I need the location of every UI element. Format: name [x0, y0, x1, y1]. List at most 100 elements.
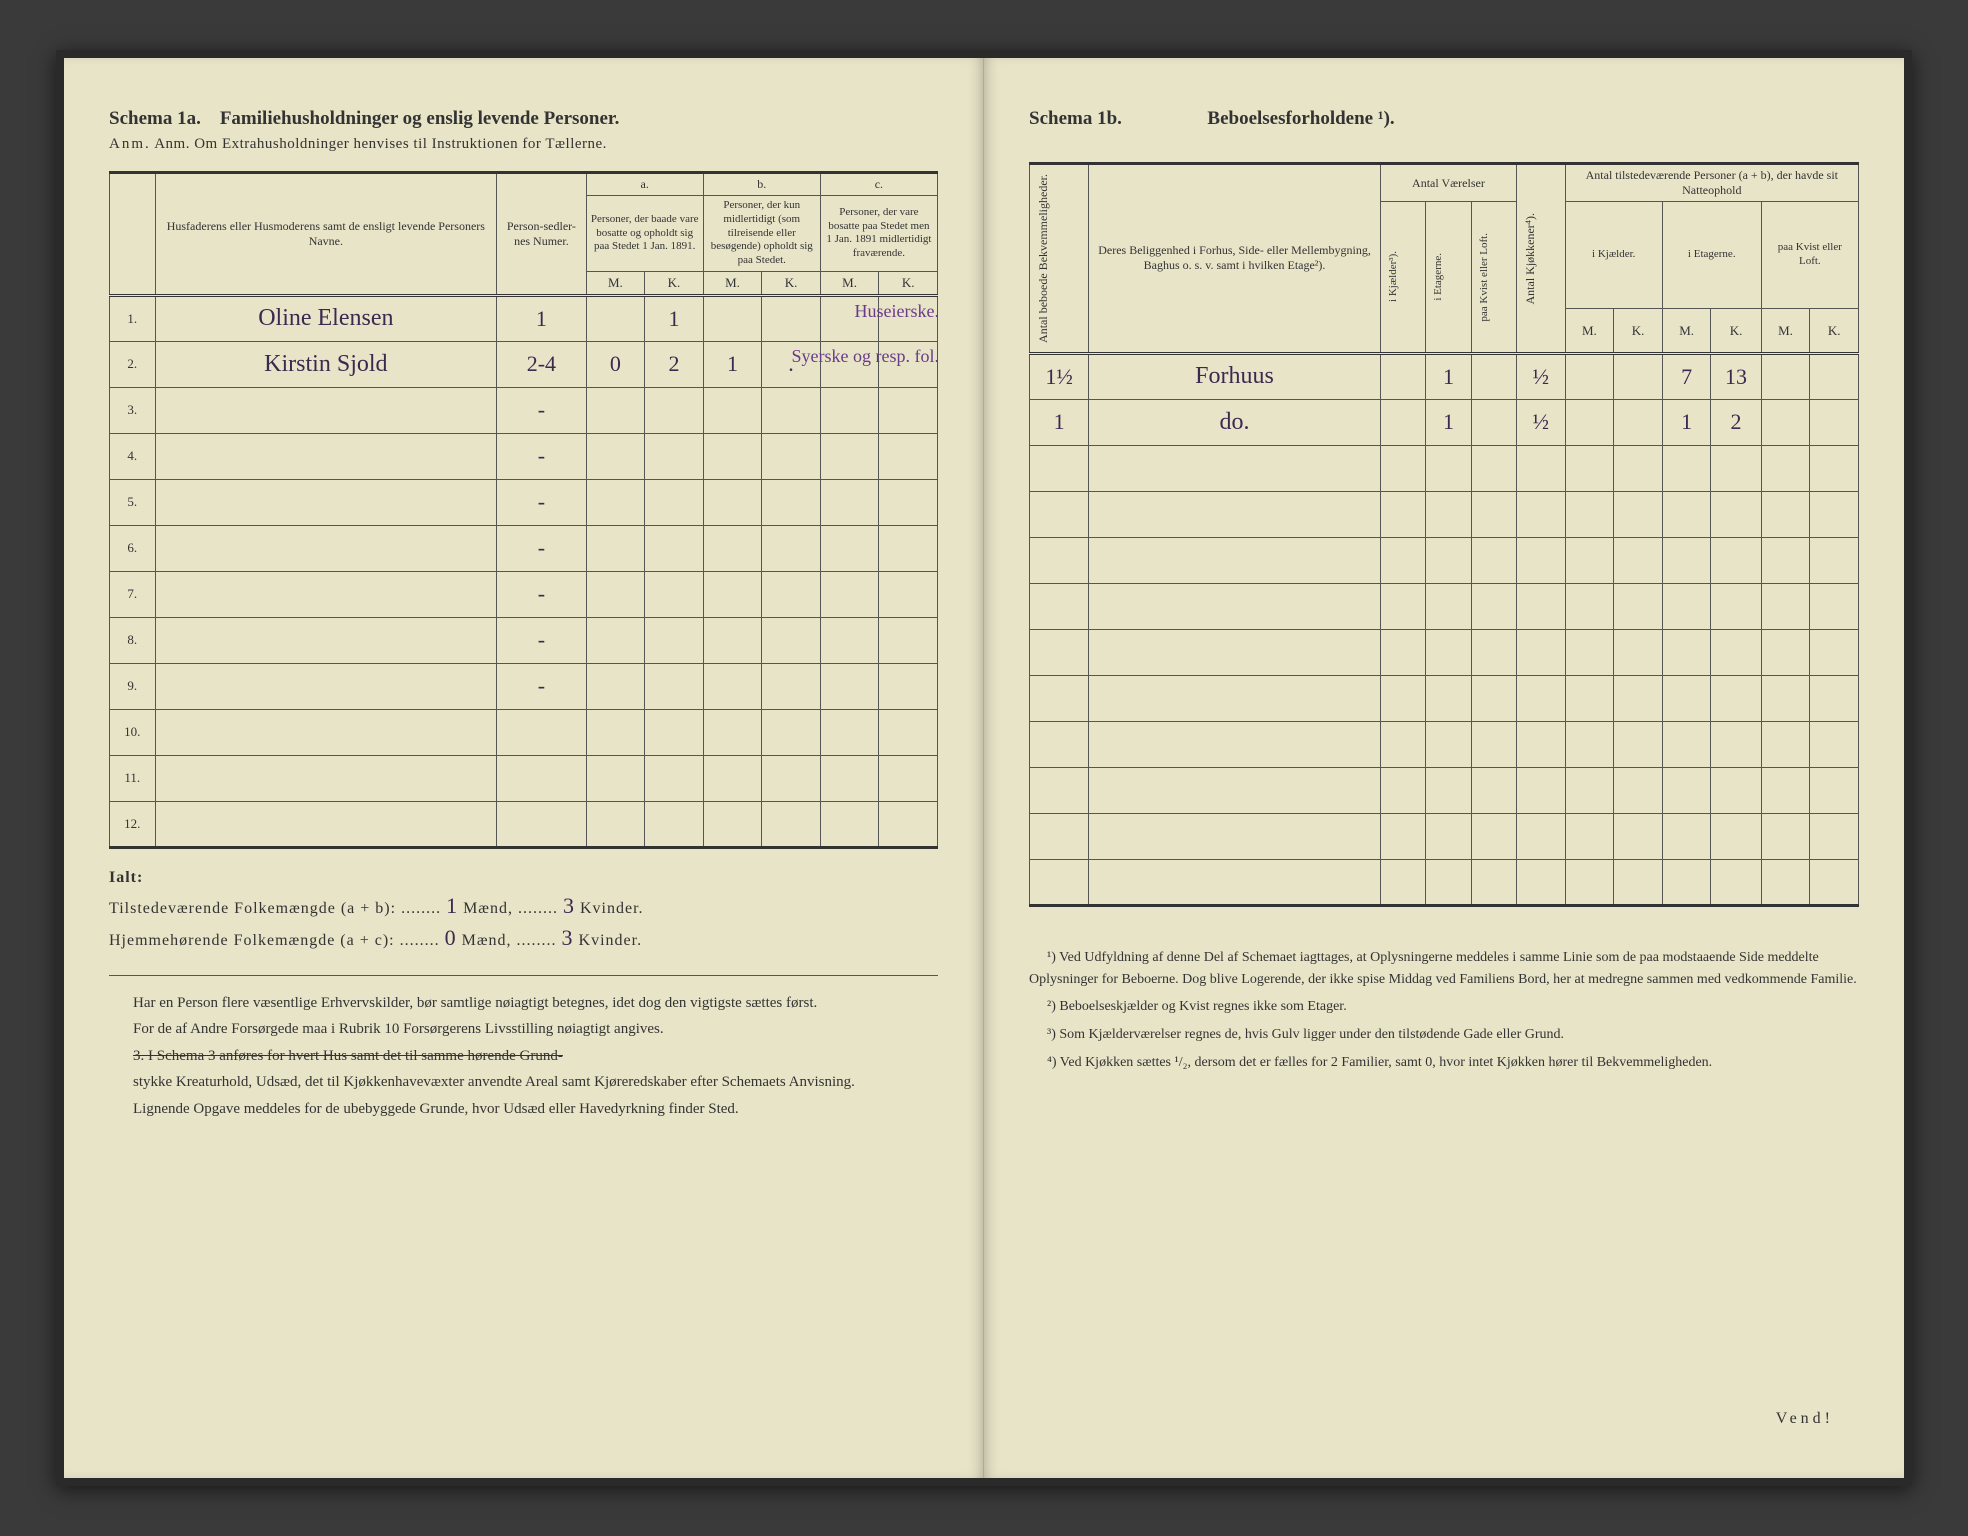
r-et [1426, 629, 1471, 675]
row-ck [879, 663, 938, 709]
table-row: 8. - [110, 617, 938, 663]
r-belig [1089, 537, 1381, 583]
row-am [586, 433, 645, 479]
r-et [1426, 675, 1471, 721]
row-bm [703, 663, 762, 709]
r-bekv [1030, 445, 1089, 491]
row-ak: 1 [645, 295, 704, 341]
r-bekv [1030, 721, 1089, 767]
row-ak: 2 [645, 341, 704, 387]
r-bekv [1030, 767, 1089, 813]
row-bm [703, 433, 762, 479]
row-bk [762, 433, 821, 479]
r-bekv [1030, 813, 1089, 859]
row-bm [703, 525, 762, 571]
nkj-m: M. [1565, 309, 1614, 354]
table-row [1030, 767, 1859, 813]
row-ck [879, 801, 938, 847]
row-ak [645, 755, 704, 801]
r-kv [1471, 767, 1516, 813]
row-cm [820, 755, 879, 801]
footnote-4: ⁴) Ved Kjøkken sættes ¹/₂, dersom det er… [1029, 1052, 1859, 1074]
row-ak [645, 387, 704, 433]
r-belig [1089, 721, 1381, 767]
r-belig [1089, 813, 1381, 859]
nkv-k: K. [1810, 309, 1859, 354]
sub-v-kvist: paa Kvist eller Loft. [1476, 227, 1492, 328]
a-m: M. [586, 271, 645, 295]
r-kv [1471, 721, 1516, 767]
row-ps [497, 801, 586, 847]
r-belig: Forhuus [1089, 353, 1381, 399]
sub-etagerne: i Etagerne. [1662, 202, 1761, 309]
r-kj [1380, 675, 1425, 721]
row-bk [762, 709, 821, 755]
col-a-text: Personer, der baade vare bosatte og opho… [586, 196, 703, 272]
r-nkvM [1761, 767, 1810, 813]
r-netM [1662, 675, 1711, 721]
r-kjok [1517, 583, 1566, 629]
row-name [155, 709, 497, 755]
row-num: 1. [110, 295, 156, 341]
note-2: For de af Andre Forsørgede maa i Rubrik … [109, 1018, 938, 1041]
r-nkvM [1761, 813, 1810, 859]
table-row: 4. - [110, 433, 938, 479]
row-ck [879, 433, 938, 479]
nkv-m: M. [1761, 309, 1810, 354]
row-bm [703, 617, 762, 663]
r-netM [1662, 537, 1711, 583]
row-am [586, 387, 645, 433]
ialt-label: Ialt: [109, 869, 143, 886]
table-row: 6. - [110, 525, 938, 571]
row-bk [762, 755, 821, 801]
table-row: 3. - [110, 387, 938, 433]
grp-vaerelser: Antal Værelser [1380, 164, 1516, 202]
row-cm [820, 663, 879, 709]
r-nkvM [1761, 537, 1810, 583]
tot-ab-m: 1 [446, 893, 458, 918]
col-names: Husfaderens eller Husmoderens samt de en… [155, 173, 497, 296]
r-kj [1380, 629, 1425, 675]
r-nkjM [1565, 675, 1614, 721]
row-am: 0 [586, 341, 645, 387]
r-belig: do. [1089, 399, 1381, 445]
r-bekv [1030, 675, 1089, 721]
r-nkjM [1565, 721, 1614, 767]
r-bekv [1030, 491, 1089, 537]
note-3-strike: 3. I Schema 3 anføres for hvert Hus samt… [109, 1045, 938, 1068]
r-et: 1 [1426, 399, 1471, 445]
r-nkjM [1565, 767, 1614, 813]
col-c-text: Personer, der vare bosatte paa Stedet me… [820, 196, 937, 272]
r-nkvM [1761, 675, 1810, 721]
r-netM [1662, 491, 1711, 537]
r-netK [1711, 583, 1761, 629]
table-row: 11. [110, 755, 938, 801]
row-ck [879, 709, 938, 755]
r-et [1426, 445, 1471, 491]
table-row: 1½ Forhuus 1 ½ 7 13 [1030, 353, 1859, 399]
r-netK [1711, 721, 1761, 767]
page-left: Schema 1a. Familiehusholdninger og ensli… [64, 58, 984, 1478]
r-kjok [1517, 537, 1566, 583]
row-ak [645, 433, 704, 479]
row-ps: - [497, 571, 586, 617]
row-cm [820, 387, 879, 433]
table-row [1030, 721, 1859, 767]
left-anm: Anm. Anm. Om Extrahusholdninger henvises… [109, 136, 938, 153]
r-et [1426, 721, 1471, 767]
r-kv [1471, 859, 1516, 905]
row-bk [762, 663, 821, 709]
tot-ab-end: Kvinder. [580, 900, 644, 917]
col-beliggenhed: Deres Beliggenhed i Forhus, Side- eller … [1089, 164, 1381, 354]
row-name: Kirstin Sjold [155, 341, 497, 387]
r-nkjK [1614, 675, 1663, 721]
r-kv [1471, 491, 1516, 537]
r-kjok [1517, 629, 1566, 675]
table-row: 10. [110, 709, 938, 755]
r-netK [1711, 675, 1761, 721]
row-num: 11. [110, 755, 156, 801]
r-kj [1380, 445, 1425, 491]
r-belig [1089, 583, 1381, 629]
row-name [155, 755, 497, 801]
tot-ac-k: 3 [562, 925, 574, 950]
